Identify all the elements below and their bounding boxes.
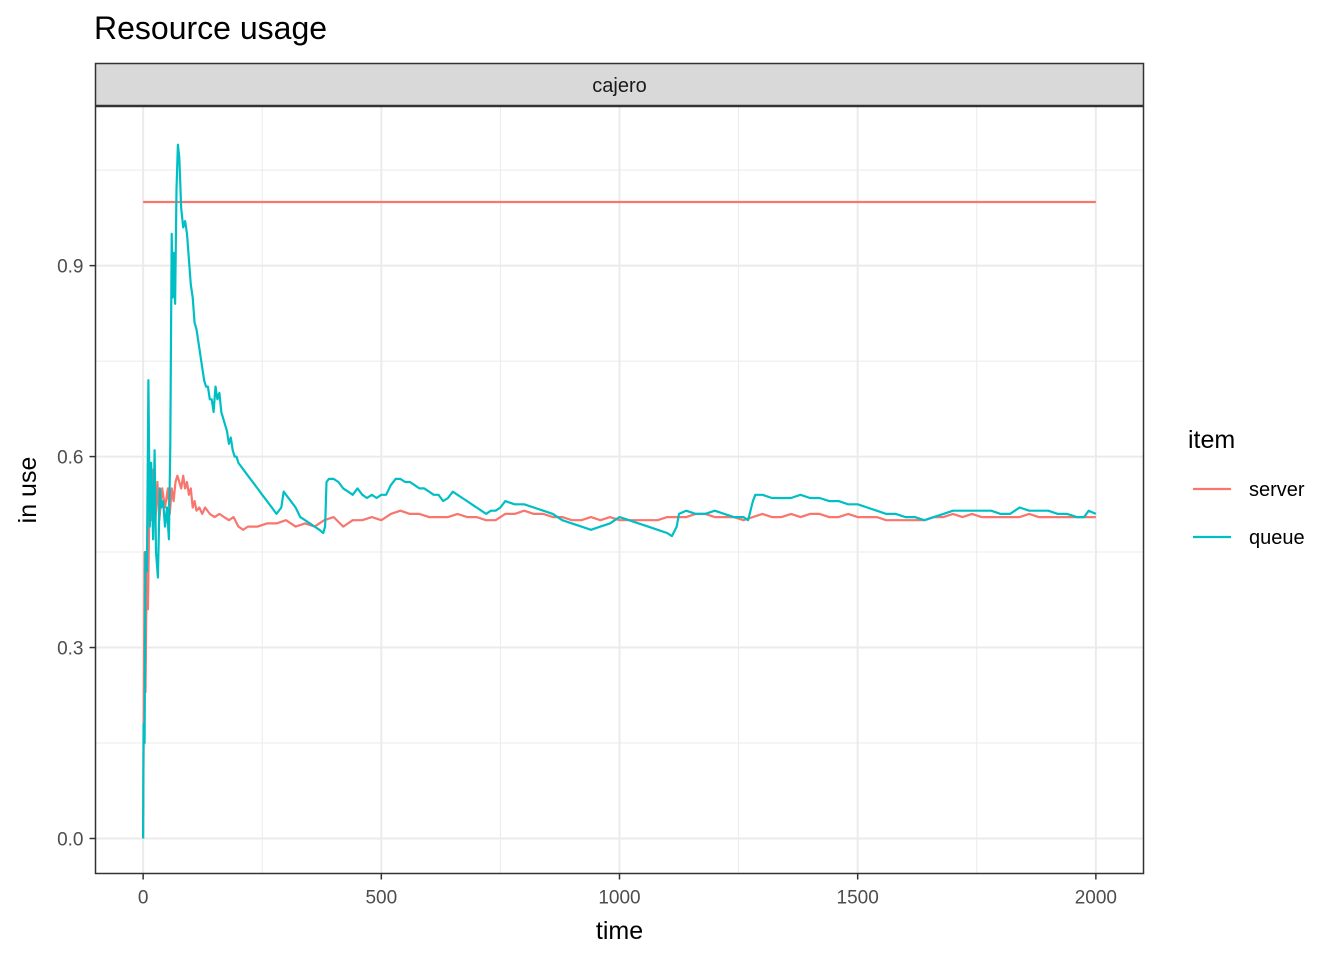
grid-major bbox=[95, 106, 1144, 874]
x-tick-label: 0 bbox=[138, 888, 149, 909]
x-tick-label: 1500 bbox=[837, 888, 879, 909]
y-tick-label: 0.6 bbox=[57, 448, 83, 469]
legend: item server queue bbox=[1188, 426, 1305, 549]
chart-title: Resource usage bbox=[94, 10, 327, 46]
facet-strip bbox=[94, 62, 1145, 107]
series-server-line bbox=[142, 468, 1096, 839]
x-tick-label: 2000 bbox=[1075, 888, 1117, 909]
x-axis-title: time bbox=[596, 917, 643, 945]
series-layer bbox=[142, 143, 1097, 839]
x-tick-label: 500 bbox=[365, 888, 397, 909]
facet-label: cajero bbox=[592, 75, 646, 97]
legend-label-server: server bbox=[1249, 479, 1305, 501]
y-tick-label: 0.3 bbox=[57, 639, 83, 660]
y-tick-label: 0.9 bbox=[57, 257, 83, 278]
x-axis: 0 500 1000 1500 2000 bbox=[138, 873, 1117, 909]
legend-label-queue: queue bbox=[1249, 527, 1305, 549]
y-tick-label: 0.0 bbox=[57, 829, 83, 850]
y-axis: 0.0 0.3 0.6 0.9 bbox=[57, 257, 96, 850]
series-queue-line bbox=[142, 143, 1097, 839]
x-tick-label: 1000 bbox=[598, 888, 640, 909]
y-axis-title: in use bbox=[14, 457, 42, 524]
legend-title: item bbox=[1188, 426, 1235, 454]
